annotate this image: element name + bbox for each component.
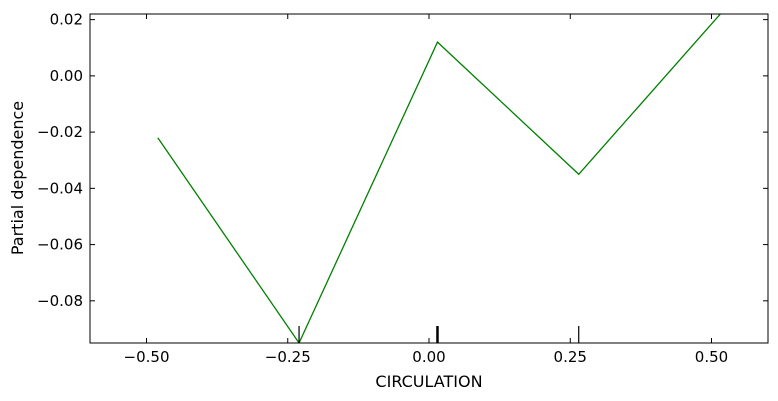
- y-axis-label: Partial dependence: [8, 101, 27, 255]
- x-tick-label: 0.50: [695, 348, 728, 366]
- y-tick-label: 0.02: [50, 11, 83, 29]
- y-tick-label: −0.06: [37, 236, 83, 254]
- plot-area: [157, 14, 722, 343]
- axis-ticks: [90, 14, 768, 343]
- x-tick-label: 0.00: [412, 348, 445, 366]
- x-tick-label: −0.25: [265, 348, 311, 366]
- y-tick-labels: 0.02 0.00 −0.02 −0.04 −0.06 −0.08: [37, 11, 83, 310]
- plot-frame: [89, 13, 769, 344]
- y-tick-label: −0.04: [37, 179, 83, 197]
- series-line-0: [157, 14, 722, 343]
- y-tick-label: 0.00: [50, 67, 83, 85]
- x-tick-label: 0.25: [554, 348, 587, 366]
- x-axis-label: CIRCULATION: [375, 372, 482, 391]
- x-tick-label: −0.50: [124, 348, 170, 366]
- x-tick-labels: −0.50 −0.25 0.00 0.25 0.50: [124, 348, 729, 366]
- y-tick-label: −0.02: [37, 123, 83, 141]
- y-tick-label: −0.08: [37, 292, 83, 310]
